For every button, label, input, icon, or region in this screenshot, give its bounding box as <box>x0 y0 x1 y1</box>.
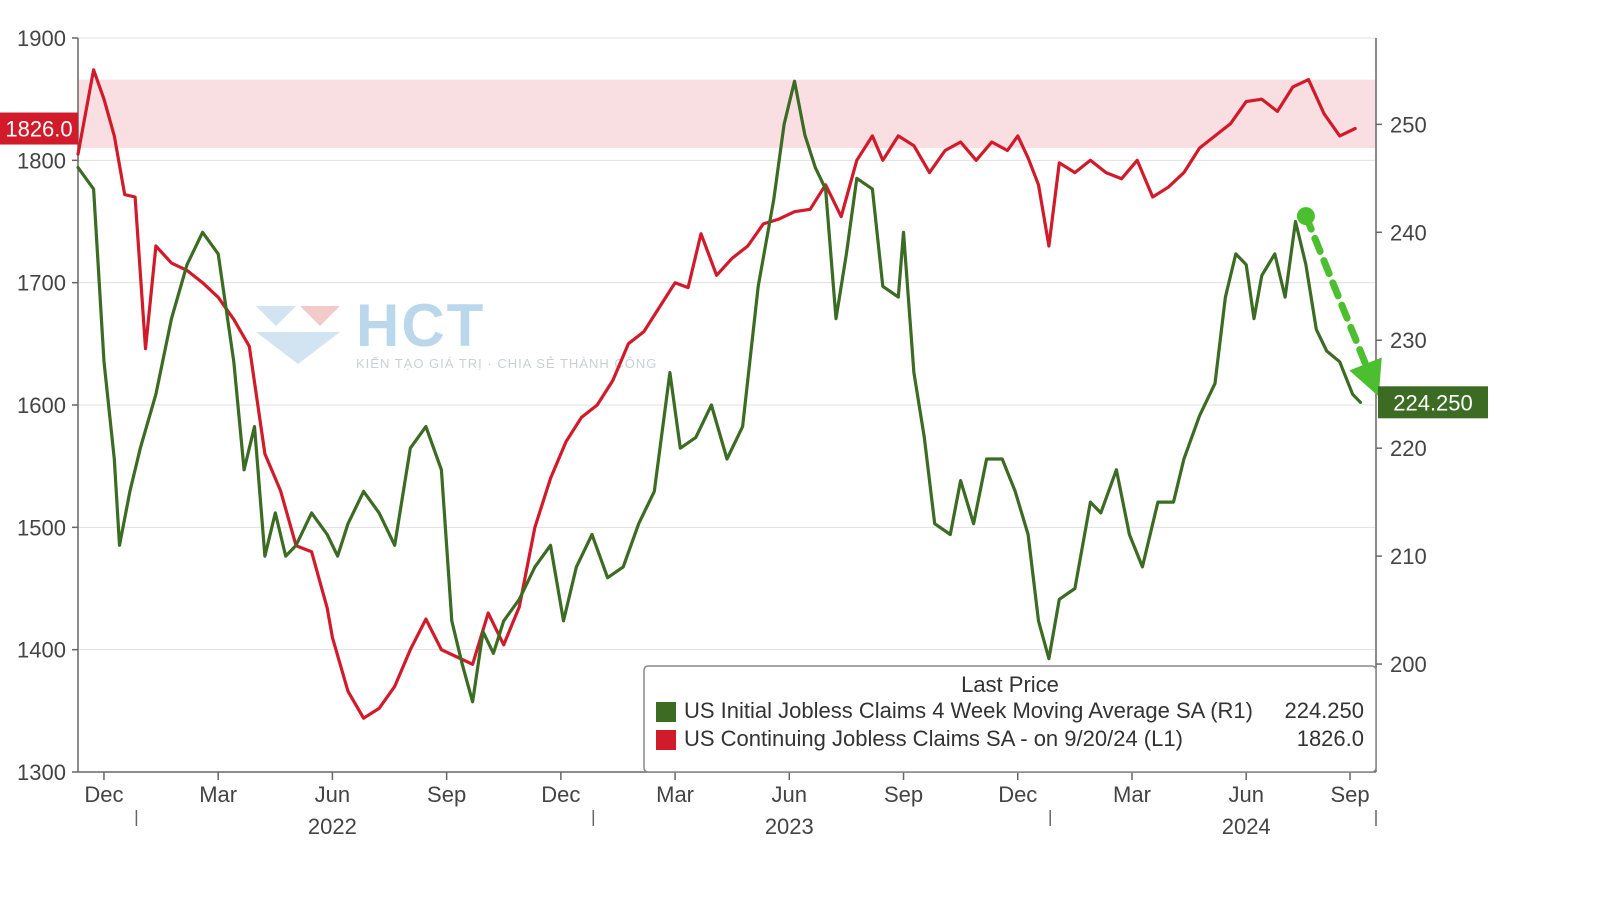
left-axis-tick-label: 1800 <box>17 148 66 173</box>
left-axis-tick-label: 1500 <box>17 515 66 540</box>
right-axis-tick-label: 200 <box>1390 652 1427 677</box>
right-axis-tick-label: 220 <box>1390 436 1427 461</box>
left-axis-tick-label: 1700 <box>17 271 66 296</box>
x-axis-month-label: Sep <box>1330 782 1369 807</box>
left-value-flag: 1826.0 <box>0 113 78 145</box>
x-axis-month-label: Dec <box>998 782 1037 807</box>
legend: Last PriceUS Initial Jobless Claims 4 We… <box>644 666 1376 772</box>
left-value-flag-text: 1826.0 <box>5 117 72 142</box>
chart-container: HCTKIẾN TẠO GIÁ TRỊ · CHIA SẺ THÀNH CÔNG… <box>0 0 1600 906</box>
right-axis-tick-label: 210 <box>1390 544 1427 569</box>
legend-row-value: 1826.0 <box>1297 726 1364 751</box>
left-axis-tick-label: 1300 <box>17 760 66 785</box>
left-axis-tick-label: 1900 <box>17 26 66 51</box>
legend-swatch <box>656 730 676 750</box>
x-axis-month-label: Mar <box>656 782 694 807</box>
chart-svg: HCTKIẾN TẠO GIÁ TRỊ · CHIA SẺ THÀNH CÔNG… <box>0 0 1600 906</box>
watermark-text: HCT <box>356 292 485 359</box>
x-axis-month-label: Jun <box>315 782 350 807</box>
right-value-flag: 224.250 <box>1378 386 1488 418</box>
x-axis-year-label: 2023 <box>765 814 814 839</box>
right-axis-tick-label: 230 <box>1390 328 1427 353</box>
left-axis-tick-label: 1400 <box>17 638 66 663</box>
x-axis-month-label: Jun <box>772 782 807 807</box>
legend-row-value: 224.250 <box>1284 698 1364 723</box>
watermark-subtext: KIẾN TẠO GIÁ TRỊ · CHIA SẺ THÀNH CÔNG <box>356 356 657 371</box>
right-axis-tick-label: 250 <box>1390 112 1427 137</box>
x-axis-month-label: Mar <box>1113 782 1151 807</box>
legend-row-label: US Continuing Jobless Claims SA - on 9/2… <box>684 726 1183 751</box>
right-axis-tick-label: 240 <box>1390 220 1427 245</box>
legend-title: Last Price <box>961 672 1059 697</box>
x-axis-month-label: Sep <box>884 782 923 807</box>
x-axis-month-label: Jun <box>1228 782 1263 807</box>
x-axis-year-label: 2022 <box>308 814 357 839</box>
left-axis-tick-label: 1600 <box>17 393 66 418</box>
x-axis-month-label: Sep <box>427 782 466 807</box>
x-axis-month-label: Mar <box>199 782 237 807</box>
highlight-band <box>78 80 1376 149</box>
x-axis-year-label: 2024 <box>1222 814 1271 839</box>
x-axis-month-label: Dec <box>84 782 123 807</box>
legend-swatch <box>656 702 676 722</box>
legend-row-label: US Initial Jobless Claims 4 Week Moving … <box>684 698 1253 723</box>
right-value-flag-text: 224.250 <box>1393 390 1473 415</box>
x-axis-month-label: Dec <box>541 782 580 807</box>
